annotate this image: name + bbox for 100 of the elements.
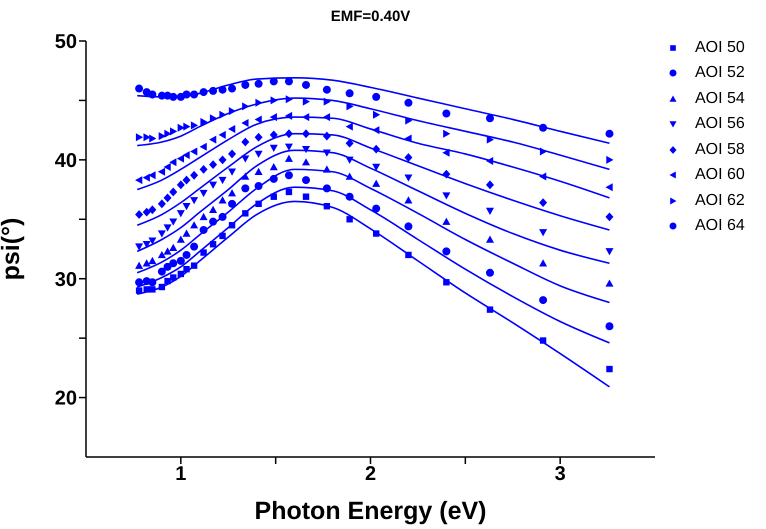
point bbox=[158, 199, 166, 208]
point bbox=[200, 118, 208, 126]
point bbox=[324, 98, 331, 106]
point bbox=[149, 286, 156, 293]
point bbox=[164, 224, 172, 232]
point bbox=[158, 268, 166, 276]
point bbox=[404, 174, 412, 182]
point bbox=[200, 142, 207, 151]
point bbox=[302, 146, 310, 154]
point bbox=[182, 151, 190, 160]
point bbox=[346, 89, 354, 98]
x-tick-label: 3 bbox=[554, 463, 566, 486]
point bbox=[443, 130, 450, 138]
point bbox=[228, 150, 236, 158]
point bbox=[190, 197, 198, 204]
point bbox=[218, 176, 227, 184]
point bbox=[200, 212, 208, 220]
point bbox=[178, 270, 184, 278]
legend-label: AOI 64 bbox=[695, 217, 745, 236]
point bbox=[302, 80, 310, 89]
line-series bbox=[136, 116, 610, 199]
point bbox=[443, 279, 450, 286]
point bbox=[135, 278, 144, 286]
legend-label: AOI 50 bbox=[695, 38, 745, 57]
point bbox=[270, 113, 277, 122]
point bbox=[486, 114, 494, 122]
legend-label: AOI 56 bbox=[695, 115, 745, 134]
point bbox=[346, 216, 353, 222]
point bbox=[164, 193, 172, 202]
point bbox=[486, 157, 494, 166]
point bbox=[170, 127, 178, 136]
point bbox=[346, 192, 354, 201]
point bbox=[605, 279, 614, 287]
point bbox=[404, 222, 412, 230]
point bbox=[183, 122, 191, 131]
point bbox=[372, 144, 380, 154]
point bbox=[182, 203, 191, 210]
point bbox=[539, 198, 548, 208]
point bbox=[176, 154, 184, 163]
point bbox=[605, 212, 614, 222]
point bbox=[182, 176, 191, 184]
point bbox=[372, 92, 380, 101]
point bbox=[200, 249, 207, 256]
point bbox=[284, 154, 293, 162]
point bbox=[539, 296, 548, 304]
point bbox=[218, 212, 227, 221]
point bbox=[302, 158, 310, 166]
point bbox=[148, 90, 156, 98]
point bbox=[158, 230, 166, 238]
legend-label: AOI 58 bbox=[695, 140, 745, 159]
point bbox=[164, 278, 171, 284]
line-series bbox=[136, 77, 610, 144]
point bbox=[148, 237, 156, 245]
point bbox=[190, 170, 198, 180]
point bbox=[241, 138, 250, 146]
point bbox=[218, 86, 227, 94]
point bbox=[540, 148, 548, 156]
legend-label: AOI 62 bbox=[695, 192, 745, 210]
point bbox=[322, 86, 331, 94]
point bbox=[372, 204, 380, 213]
y-tick-label: 30 bbox=[54, 268, 77, 291]
point bbox=[372, 164, 380, 171]
point bbox=[270, 77, 278, 86]
point bbox=[148, 205, 156, 214]
point bbox=[200, 164, 208, 174]
point bbox=[176, 180, 185, 190]
point bbox=[539, 259, 548, 266]
point bbox=[142, 208, 151, 217]
point bbox=[286, 188, 292, 196]
point bbox=[605, 130, 614, 138]
point bbox=[270, 130, 278, 140]
point bbox=[442, 110, 450, 118]
point bbox=[228, 168, 236, 176]
point bbox=[182, 230, 191, 237]
point bbox=[135, 210, 144, 219]
point bbox=[228, 107, 236, 116]
point bbox=[169, 158, 176, 166]
point bbox=[372, 230, 380, 237]
line-series bbox=[136, 168, 610, 304]
point bbox=[164, 247, 172, 255]
line-series bbox=[136, 97, 610, 170]
point bbox=[190, 148, 198, 156]
point bbox=[270, 144, 278, 152]
point bbox=[404, 98, 412, 107]
point bbox=[372, 180, 380, 187]
point bbox=[209, 136, 216, 144]
point bbox=[219, 110, 227, 119]
point bbox=[540, 337, 546, 344]
y-tick-label: 50 bbox=[54, 31, 77, 54]
point bbox=[302, 113, 310, 122]
point bbox=[254, 80, 263, 88]
point bbox=[284, 112, 292, 120]
point bbox=[286, 95, 293, 104]
point bbox=[254, 115, 262, 124]
point bbox=[148, 278, 156, 286]
point bbox=[135, 262, 144, 269]
point bbox=[190, 242, 198, 251]
point bbox=[228, 84, 236, 93]
point bbox=[486, 180, 494, 190]
point bbox=[190, 221, 198, 228]
